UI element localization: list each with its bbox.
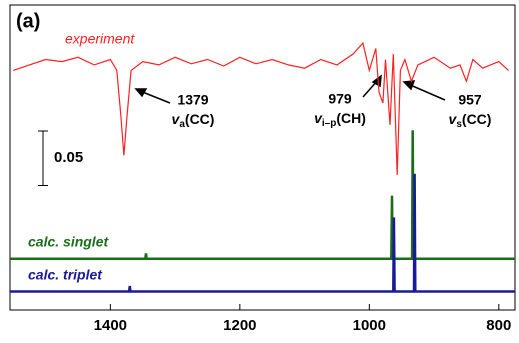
arrow-head	[404, 81, 414, 89]
scale-bar	[38, 131, 48, 185]
annotation-mode: va(CC)	[172, 111, 215, 130]
series-label: calc. singlet	[28, 234, 109, 250]
arrow-head	[136, 89, 146, 96]
x-tick-label: 800	[486, 317, 511, 334]
scale-bar-label: 0.05	[54, 149, 83, 166]
annotation-suffix: (CC)	[185, 111, 215, 127]
panel-label: (a)	[16, 10, 40, 32]
plot-frame	[10, 5, 515, 310]
annotation-number: 979	[328, 91, 352, 107]
x-tick-label: 1200	[223, 317, 256, 334]
x-tick-label: 1000	[353, 317, 386, 334]
annotation-sub: i–p	[322, 118, 336, 129]
series-label: experiment	[65, 31, 135, 47]
annotation-number: 957	[458, 92, 482, 108]
x-tick-label: 1400	[94, 317, 127, 334]
series-line	[13, 43, 508, 175]
annotation-number: 1379	[177, 92, 208, 108]
annotation-suffix: (CH)	[336, 110, 366, 126]
series-label: calc. triplet	[28, 267, 103, 283]
arrow	[408, 84, 445, 100]
annotation-mode: vi–p(CH)	[314, 110, 366, 129]
annotation-suffix: (CC)	[462, 111, 492, 127]
annotation-mode: vs(CC)	[449, 111, 492, 130]
chart: (a) 1400 1200 1000 800 0.05 experiment calc. s…	[0, 0, 519, 338]
